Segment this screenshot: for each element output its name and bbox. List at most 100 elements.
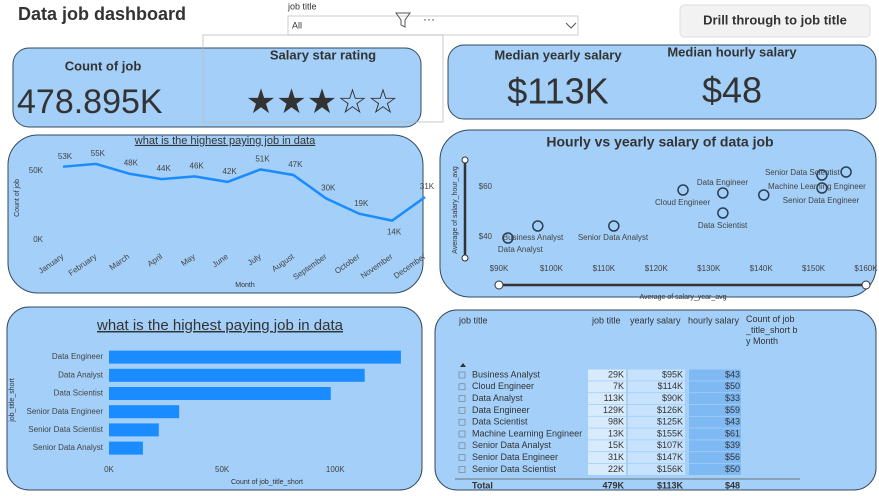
filter-label: job title	[287, 1, 317, 11]
point[interactable]	[677, 184, 689, 196]
expand-icon[interactable]	[458, 383, 466, 391]
card-panel	[447, 44, 877, 120]
cell: $33	[725, 393, 740, 403]
y-tick-label: Senior Data Scientist	[28, 425, 103, 434]
cell: Data Scientist	[472, 417, 528, 427]
filter-value: All	[292, 20, 302, 30]
bar[interactable]	[109, 387, 331, 400]
x-tick-label: $150K	[802, 264, 826, 273]
cell: 7K	[613, 381, 624, 391]
data-label: 48K	[124, 159, 139, 168]
x-tick-label: $120K	[645, 264, 669, 273]
x-tick-label: $160K	[854, 264, 878, 273]
cell: Data Engineer	[472, 405, 530, 415]
expand-icon[interactable]	[458, 466, 466, 473]
point[interactable]	[502, 232, 514, 244]
slider-handle[interactable]	[494, 280, 504, 290]
cell: Total	[472, 480, 493, 490]
cell: $61	[725, 428, 740, 438]
data-label: 42K	[222, 167, 237, 176]
sort-icon[interactable]	[460, 363, 466, 367]
selection-box	[202, 34, 444, 123]
point-label: Data Analyst	[498, 245, 544, 254]
cell: Senior Data Scientist	[472, 464, 557, 474]
more-icon[interactable]: ···	[423, 12, 435, 26]
cell-bg	[628, 393, 685, 405]
slider-handle[interactable]	[861, 280, 871, 290]
title: Data job dashboard	[18, 4, 186, 24]
cell: 31K	[608, 452, 624, 462]
cell-bg	[588, 369, 626, 381]
point[interactable]	[816, 169, 828, 181]
card-label: Median yearly salary	[494, 47, 622, 62]
point[interactable]	[758, 189, 770, 201]
bar[interactable]	[109, 368, 365, 382]
x-tick-label: $140K	[750, 264, 774, 273]
cell: $50	[725, 464, 740, 474]
column-header-box: Count of job_title_short by Month	[746, 314, 798, 346]
cell: 22K	[608, 464, 624, 474]
x-tick-label: 0K	[104, 465, 114, 474]
point[interactable]	[840, 166, 852, 178]
expand-icon[interactable]	[458, 418, 466, 426]
expand-icon[interactable]	[458, 395, 466, 402]
expand-icon[interactable]	[458, 454, 466, 461]
cell: $95K	[662, 369, 683, 379]
cell: $48	[725, 480, 740, 490]
point[interactable]	[717, 187, 729, 199]
cell: $90K	[662, 393, 683, 403]
x-tick-label: 50K	[215, 465, 230, 474]
filter-icon[interactable]	[395, 12, 411, 28]
cell-bg	[689, 404, 741, 416]
y-tick-label: Senior Data Engineer	[27, 407, 104, 416]
point[interactable]	[532, 220, 544, 232]
drill-button[interactable]	[679, 4, 871, 38]
data-label: 31K	[420, 182, 435, 191]
cell-bg	[588, 428, 626, 440]
expand-icon[interactable]	[458, 430, 466, 438]
expand-icon[interactable]	[458, 407, 466, 414]
y-tick-label: 50K	[29, 166, 44, 175]
cell: $155K	[657, 428, 683, 438]
point[interactable]	[717, 207, 729, 219]
bar[interactable]	[109, 441, 143, 455]
y-tick-label: Senior Data Analyst	[33, 443, 104, 452]
cell-bg	[689, 369, 741, 381]
cell: 479K	[602, 480, 624, 490]
cell: 15K	[608, 440, 624, 450]
card-label: Count of job	[65, 58, 142, 73]
bar[interactable]	[109, 405, 180, 419]
cell: 13K	[608, 428, 624, 438]
expand-icon[interactable]	[458, 442, 466, 450]
slider-handle[interactable]	[461, 254, 469, 262]
data-label: 55K	[91, 149, 106, 158]
cell: Data Analyst	[472, 393, 523, 403]
bar[interactable]	[109, 423, 159, 437]
point[interactable]	[608, 220, 620, 232]
cell-bg	[689, 393, 741, 405]
cell-bg	[689, 452, 741, 464]
cell-bg	[628, 428, 685, 440]
x-tick-label: $100K	[540, 264, 564, 273]
slider-handle[interactable]	[461, 156, 469, 164]
cell-bg	[689, 428, 741, 440]
cell-bg	[628, 440, 685, 452]
cell: Senior Data Analyst	[472, 440, 552, 450]
point-label: Cloud Engineer	[655, 198, 710, 207]
cell: Senior Data Engineer	[472, 452, 558, 462]
card-label: Salary star rating	[270, 47, 376, 62]
point[interactable]	[816, 182, 828, 194]
expand-icon[interactable]	[458, 371, 466, 379]
cell: 29K	[608, 369, 624, 379]
chart-panel	[439, 129, 877, 298]
cell-bg	[689, 463, 741, 475]
y-axis-title: Average of salary_hour_avg	[452, 166, 459, 254]
bar[interactable]	[109, 350, 401, 364]
drill-button-label: Drill through to job title	[703, 12, 847, 27]
cell-bg	[588, 463, 626, 475]
data-label: 14K	[387, 228, 402, 237]
point-label: Data Engineer	[697, 178, 748, 187]
cell: $59	[725, 405, 740, 415]
